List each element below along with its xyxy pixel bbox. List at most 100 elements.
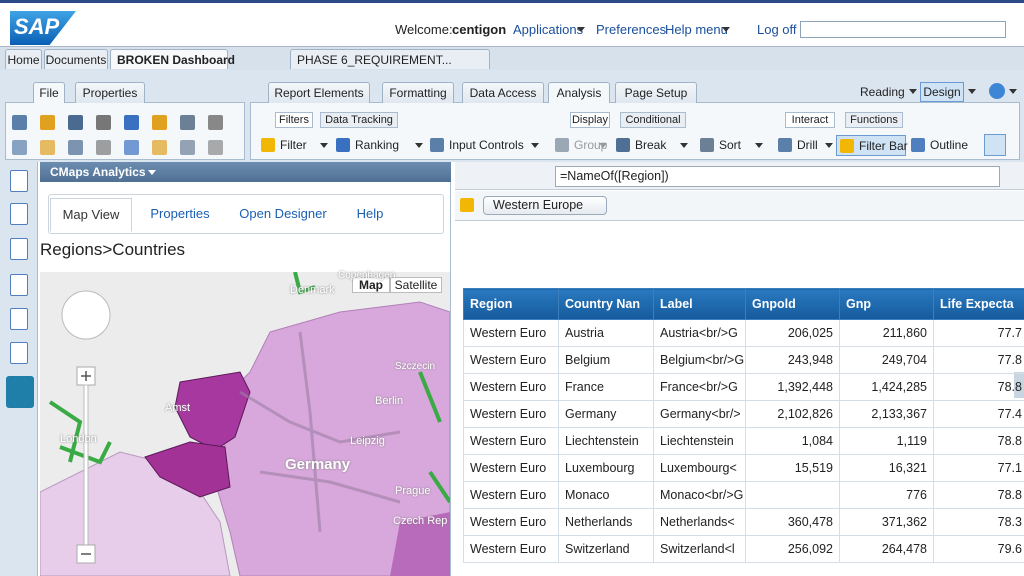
- ribbon-tab[interactable]: File: [33, 82, 65, 103]
- mode-design[interactable]: Design: [920, 82, 964, 102]
- search-box[interactable]: [800, 21, 1006, 38]
- table-cell[interactable]: Belgium<br/>G: [653, 346, 746, 374]
- panel-tab[interactable]: Properties: [150, 206, 210, 221]
- table-cell[interactable]: Western Euro: [463, 400, 559, 428]
- table-cell[interactable]: [745, 481, 840, 509]
- table-cell[interactable]: Western Euro: [463, 535, 559, 563]
- ribbon-icon[interactable]: [124, 140, 139, 155]
- table-cell[interactable]: Germany: [558, 400, 654, 428]
- ribbon-tab[interactable]: Report Elements: [268, 82, 370, 103]
- fx-icon[interactable]: [464, 169, 478, 183]
- table-cell[interactable]: Belgium: [558, 346, 654, 374]
- ribbon-icon[interactable]: [208, 140, 223, 155]
- sidebar-icon[interactable]: [10, 170, 28, 192]
- table-cell[interactable]: Liechtenstein: [558, 427, 654, 455]
- table-cell[interactable]: 1,119: [839, 427, 934, 455]
- ribbon-icon[interactable]: [68, 115, 83, 130]
- sidebar-icon[interactable]: [10, 238, 28, 260]
- toolbar-button[interactable]: Filter Bar: [836, 135, 908, 156]
- column-header[interactable]: Country Nan: [558, 288, 654, 320]
- table-cell[interactable]: 77.4: [933, 400, 1024, 428]
- table-cell[interactable]: Switzerland: [558, 535, 654, 563]
- table-cell[interactable]: 249,704: [839, 346, 934, 374]
- table-cell[interactable]: Luxembourg: [558, 454, 654, 482]
- panel-title[interactable]: CMaps Analytics: [50, 165, 146, 179]
- document-tab[interactable]: PHASE 6_REQUIREMENT...: [290, 49, 490, 69]
- ribbon-icon[interactable]: [40, 140, 55, 155]
- table-cell[interactable]: Liechtenstein: [653, 427, 746, 455]
- ribbon-tab[interactable]: Properties: [75, 82, 145, 103]
- table-cell[interactable]: Western Euro: [463, 454, 559, 482]
- table-cell[interactable]: France<br/>G: [653, 373, 746, 401]
- document-tab[interactable]: Documents: [44, 49, 108, 69]
- cmaps-sidebar-button[interactable]: [6, 376, 34, 408]
- toolbar-button[interactable]: Sort: [697, 135, 763, 156]
- toolbar-button[interactable]: Drill: [775, 135, 833, 156]
- panel-tab[interactable]: Open Designer: [239, 206, 327, 221]
- sub-tab[interactable]: Data Tracking: [320, 112, 398, 128]
- ribbon-icon[interactable]: [96, 115, 111, 130]
- ribbon-icon[interactable]: [152, 115, 167, 130]
- map-type-map[interactable]: Map: [352, 277, 390, 293]
- toolbar-button[interactable]: Input Controls: [427, 135, 539, 156]
- help-icon[interactable]: [989, 83, 1005, 99]
- filter-value[interactable]: Western Europe: [493, 198, 584, 212]
- sub-tab[interactable]: Functions: [845, 112, 903, 128]
- table-cell[interactable]: 256,092: [745, 535, 840, 563]
- sidebar-icon[interactable]: [10, 342, 28, 364]
- ribbon-icon[interactable]: [68, 140, 83, 155]
- table-cell[interactable]: 1,392,448: [745, 373, 840, 401]
- header-link[interactable]: Log off: [757, 22, 797, 37]
- table-cell[interactable]: 77.8: [933, 346, 1024, 374]
- mode-reading[interactable]: Reading: [860, 85, 905, 99]
- table-cell[interactable]: Netherlands: [558, 508, 654, 536]
- ribbon-icon[interactable]: [180, 140, 195, 155]
- sidebar-icon[interactable]: [10, 274, 28, 296]
- table-cell[interactable]: 16,321: [839, 454, 934, 482]
- column-header[interactable]: Gnpold: [745, 288, 840, 320]
- ribbon-icon[interactable]: [180, 115, 195, 130]
- table-cell[interactable]: Austria: [558, 319, 654, 347]
- table-cell[interactable]: Western Euro: [463, 373, 559, 401]
- header-link[interactable]: Help menu: [665, 22, 728, 37]
- column-header[interactable]: Life Expecta: [933, 288, 1024, 320]
- ribbon-icon[interactable]: [208, 115, 223, 130]
- table-cell[interactable]: 78.3: [933, 508, 1024, 536]
- filter-dropdown[interactable]: [483, 196, 607, 215]
- table-cell[interactable]: 78.8: [933, 427, 1024, 455]
- table-cell[interactable]: 264,478: [839, 535, 934, 563]
- table-cell[interactable]: 1,424,285: [839, 373, 934, 401]
- panel-tab[interactable]: Map View: [50, 198, 132, 232]
- table-cell[interactable]: Germany<br/>: [653, 400, 746, 428]
- formula-input[interactable]: [555, 166, 1000, 187]
- table-cell[interactable]: 371,362: [839, 508, 934, 536]
- table-cell[interactable]: 206,025: [745, 319, 840, 347]
- fx-toggle[interactable]: [984, 134, 1006, 156]
- ribbon-icon[interactable]: [96, 140, 111, 155]
- toolbar-button[interactable]: Break: [613, 135, 688, 156]
- table-cell[interactable]: Western Euro: [463, 508, 559, 536]
- table-cell[interactable]: 78.8: [933, 373, 1024, 401]
- sub-tab[interactable]: Interact: [785, 112, 835, 128]
- table-cell[interactable]: Western Euro: [463, 481, 559, 509]
- sidebar-icon[interactable]: [10, 203, 28, 225]
- table-cell[interactable]: Western Euro: [463, 319, 559, 347]
- table-cell[interactable]: 2,102,826: [745, 400, 840, 428]
- ribbon-tab[interactable]: Page Setup: [615, 82, 697, 103]
- table-cell[interactable]: 77.1: [933, 454, 1024, 482]
- toolbar-button[interactable]: Group: [552, 135, 607, 156]
- pan-control[interactable]: [61, 290, 111, 340]
- panel-tab[interactable]: Help: [356, 206, 384, 221]
- ribbon-icon[interactable]: [40, 115, 55, 130]
- ribbon-tab[interactable]: Analysis: [548, 82, 610, 103]
- toolbar-button[interactable]: Outline: [908, 135, 974, 156]
- document-tab[interactable]: Home: [5, 49, 42, 69]
- table-cell[interactable]: Western Euro: [463, 346, 559, 374]
- header-link[interactable]: Preferences: [596, 22, 667, 37]
- sub-tab[interactable]: Filters: [275, 112, 313, 128]
- document-tab[interactable]: BROKEN Dashboard: [110, 49, 235, 69]
- sidebar-icon[interactable]: [10, 308, 28, 330]
- column-header[interactable]: Region: [463, 288, 559, 320]
- table-cell[interactable]: Western Euro: [463, 427, 559, 455]
- ribbon-tab[interactable]: Data Access: [462, 82, 544, 103]
